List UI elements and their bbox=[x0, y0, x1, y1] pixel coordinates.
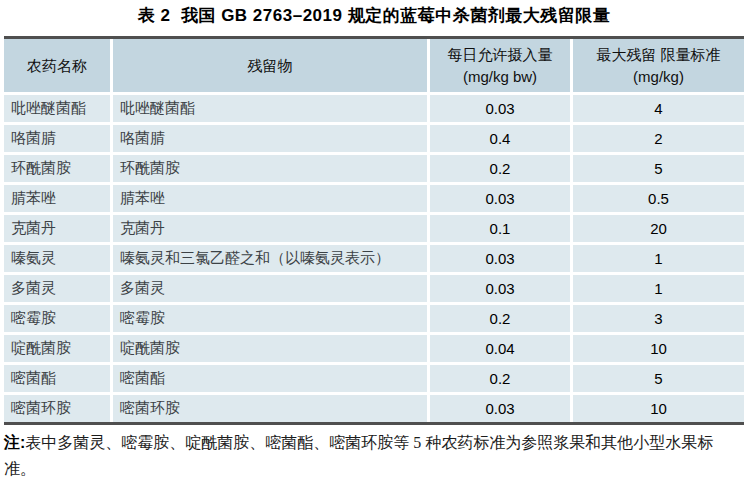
cell-adi: 0.2 bbox=[430, 365, 570, 392]
cell-pesticide: 腈苯唑 bbox=[4, 185, 110, 212]
cell-adi: 0.03 bbox=[430, 395, 570, 422]
table-row: 克菌丹 克菌丹 0.1 20 bbox=[4, 215, 744, 242]
residue-limits-table: 农药名称 残留物 每日允许摄入量 (mg/kg bw) 最大残留 限量标准 (m… bbox=[4, 36, 744, 425]
table-row: 嘧菌酯 嘧菌酯 0.2 5 bbox=[4, 365, 744, 392]
cell-residue: 多菌灵 bbox=[113, 275, 427, 302]
cell-mrl: 20 bbox=[573, 215, 744, 242]
header-adi-line1: 每日允许摄入量 bbox=[448, 44, 553, 66]
cell-residue: 克菌丹 bbox=[113, 215, 427, 242]
cell-residue: 啶酰菌胺 bbox=[113, 335, 427, 362]
cell-residue: 吡唑醚菌酯 bbox=[113, 95, 427, 122]
table-row: 多菌灵 多菌灵 0.03 1 bbox=[4, 275, 744, 302]
cell-residue: 环酰菌胺 bbox=[113, 155, 427, 182]
header-residue: 残留物 bbox=[113, 39, 427, 92]
cell-pesticide: 嗪氨灵 bbox=[4, 245, 110, 272]
header-mrl-line2: (mg/kg) bbox=[633, 66, 684, 88]
footnote-text: 表中多菌灵、嘧霉胺、啶酰菌胺、嘧菌酯、嘧菌环胺等 5 种农药标准为参照浆果和其他… bbox=[4, 434, 713, 477]
table-row: 腈苯唑 腈苯唑 0.03 0.5 bbox=[4, 185, 744, 212]
cell-mrl: 4 bbox=[573, 95, 744, 122]
cell-pesticide: 咯菌腈 bbox=[4, 125, 110, 152]
table-footnote: 注:表中多菌灵、嘧霉胺、啶酰菌胺、嘧菌酯、嘧菌环胺等 5 种农药标准为参照浆果和… bbox=[4, 430, 744, 482]
cell-mrl: 1 bbox=[573, 275, 744, 302]
cell-pesticide: 嘧菌环胺 bbox=[4, 395, 110, 422]
cell-residue: 嗪氨灵和三氯乙醛之和（以嗪氨灵表示） bbox=[113, 245, 427, 272]
page: 表 2 我国 GB 2763–2019 规定的蓝莓中杀菌剂最大残留限量 农药名称… bbox=[0, 0, 748, 482]
header-mrl-line1: 最大残留 限量标准 bbox=[596, 44, 720, 66]
table-row: 吡唑醚菌酯 吡唑醚菌酯 0.03 4 bbox=[4, 95, 744, 122]
header-mrl: 最大残留 限量标准 (mg/kg) bbox=[573, 39, 744, 92]
cell-mrl: 10 bbox=[573, 335, 744, 362]
table-header-row: 农药名称 残留物 每日允许摄入量 (mg/kg bw) 最大残留 限量标准 (m… bbox=[4, 39, 744, 92]
cell-adi: 0.04 bbox=[430, 335, 570, 362]
cell-residue: 嘧菌酯 bbox=[113, 365, 427, 392]
cell-adi: 0.03 bbox=[430, 245, 570, 272]
table-row: 嗪氨灵 嗪氨灵和三氯乙醛之和（以嗪氨灵表示） 0.03 1 bbox=[4, 245, 744, 272]
cell-adi: 0.03 bbox=[430, 95, 570, 122]
footnote-prefix: 注: bbox=[4, 434, 25, 451]
cell-adi: 0.03 bbox=[430, 275, 570, 302]
cell-mrl: 0.5 bbox=[573, 185, 744, 212]
cell-pesticide: 环酰菌胺 bbox=[4, 155, 110, 182]
cell-adi: 0.2 bbox=[430, 155, 570, 182]
table-title: 表 2 我国 GB 2763–2019 规定的蓝莓中杀菌剂最大残留限量 bbox=[0, 4, 748, 27]
table-row: 嘧菌环胺 嘧菌环胺 0.03 10 bbox=[4, 395, 744, 422]
cell-adi: 0.1 bbox=[430, 215, 570, 242]
header-pesticide-name-label: 农药名称 bbox=[27, 55, 87, 77]
cell-mrl: 1 bbox=[573, 245, 744, 272]
header-pesticide-name: 农药名称 bbox=[4, 39, 110, 92]
cell-adi: 0.03 bbox=[430, 185, 570, 212]
cell-residue: 咯菌腈 bbox=[113, 125, 427, 152]
cell-residue: 腈苯唑 bbox=[113, 185, 427, 212]
header-adi-line2: (mg/kg bw) bbox=[463, 66, 537, 88]
cell-mrl: 3 bbox=[573, 305, 744, 332]
header-residue-label: 残留物 bbox=[248, 55, 293, 77]
table-row: 啶酰菌胺 啶酰菌胺 0.04 10 bbox=[4, 335, 744, 362]
cell-mrl: 5 bbox=[573, 365, 744, 392]
cell-pesticide: 嘧霉胺 bbox=[4, 305, 110, 332]
table-row: 环酰菌胺 环酰菌胺 0.2 5 bbox=[4, 155, 744, 182]
cell-mrl: 10 bbox=[573, 395, 744, 422]
cell-residue: 嘧霉胺 bbox=[113, 305, 427, 332]
cell-pesticide: 吡唑醚菌酯 bbox=[4, 95, 110, 122]
table-row: 嘧霉胺 嘧霉胺 0.2 3 bbox=[4, 305, 744, 332]
cell-pesticide: 克菌丹 bbox=[4, 215, 110, 242]
cell-mrl: 5 bbox=[573, 155, 744, 182]
cell-adi: 0.2 bbox=[430, 305, 570, 332]
cell-pesticide: 嘧菌酯 bbox=[4, 365, 110, 392]
cell-pesticide: 啶酰菌胺 bbox=[4, 335, 110, 362]
cell-pesticide: 多菌灵 bbox=[4, 275, 110, 302]
table-row: 咯菌腈 咯菌腈 0.4 2 bbox=[4, 125, 744, 152]
cell-residue: 嘧菌环胺 bbox=[113, 395, 427, 422]
header-adi: 每日允许摄入量 (mg/kg bw) bbox=[430, 39, 570, 92]
cell-adi: 0.4 bbox=[430, 125, 570, 152]
cell-mrl: 2 bbox=[573, 125, 744, 152]
